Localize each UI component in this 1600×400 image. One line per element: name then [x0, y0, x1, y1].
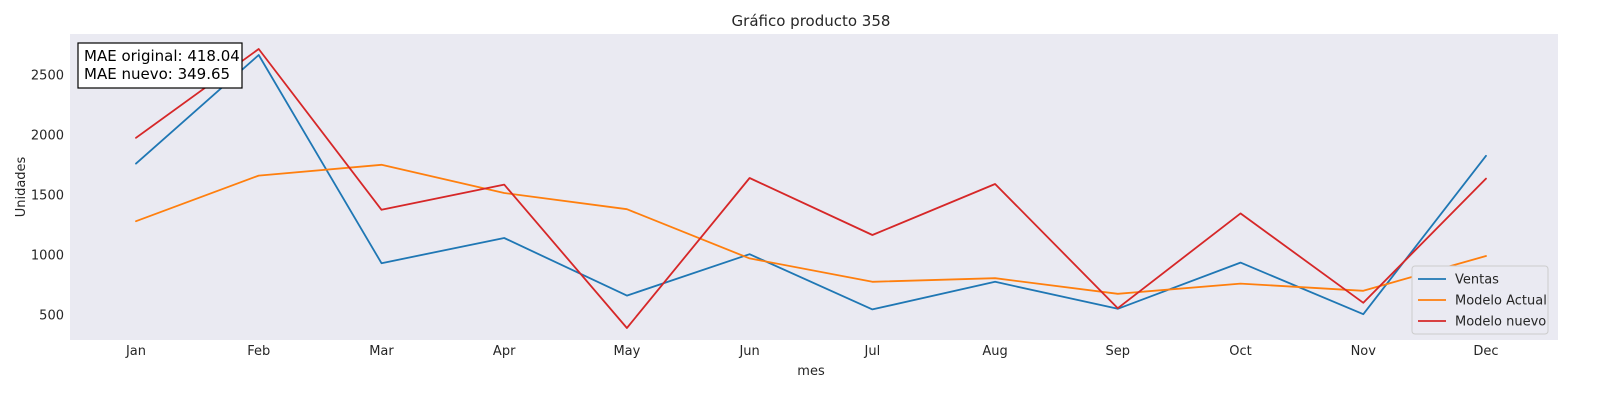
mae-annotation-box — [77, 42, 243, 89]
legend: Ventas Modelo Actual Modelo nuevo — [1411, 265, 1549, 335]
x-tick-label: Nov — [1351, 344, 1377, 359]
legend-label: Ventas — [1455, 273, 1499, 288]
x-tick-label: May — [613, 344, 640, 359]
x-tick-label: Mar — [369, 344, 394, 359]
x-tick-label: Sep — [1106, 344, 1131, 359]
mae-annotation: MAE original: 418.04 MAE nuevo: 349.65 — [77, 42, 243, 89]
series-layer — [135, 48, 1487, 329]
chart-title: Gráfico producto 358 — [732, 12, 891, 30]
mae-original-text: MAE original: 418.04 — [84, 47, 240, 65]
y-axis-label: Unidades — [14, 156, 29, 217]
x-tick-label: Jan — [125, 344, 146, 359]
plot-area — [70, 34, 1558, 340]
y-tick-label: 1000 — [31, 248, 64, 263]
y-ticks: 500 1000 1500 2000 2500 — [31, 68, 64, 323]
series-line-modelo-nuevo — [135, 48, 1487, 329]
series-line-modelo-actual — [135, 163, 1487, 295]
series-line-ventas — [135, 54, 1487, 316]
x-tick-label: Feb — [247, 344, 270, 359]
x-tick-label: Dec — [1473, 344, 1498, 359]
x-tick-label: Jun — [738, 344, 759, 359]
y-tick-label: 1500 — [31, 188, 64, 203]
legend-label: Modelo Actual — [1455, 294, 1547, 309]
x-tick-label: Aug — [982, 344, 1007, 359]
legend-label: Modelo nuevo — [1455, 315, 1546, 330]
x-axis-label: mes — [797, 364, 825, 379]
legend-box — [1411, 265, 1549, 335]
y-tick-label: 2000 — [31, 128, 64, 143]
mae-nuevo-text: MAE nuevo: 349.65 — [84, 65, 230, 83]
x-tick-label: Apr — [493, 344, 516, 359]
x-ticks: Jan Feb Mar Apr May Jun Jul Aug Sep Oct Nov Dec — [125, 344, 1499, 359]
y-tick-label: 2500 — [31, 68, 64, 83]
y-tick-label: 500 — [39, 308, 64, 323]
x-tick-label: Jul — [864, 344, 881, 359]
x-tick-label: Oct — [1229, 344, 1251, 359]
